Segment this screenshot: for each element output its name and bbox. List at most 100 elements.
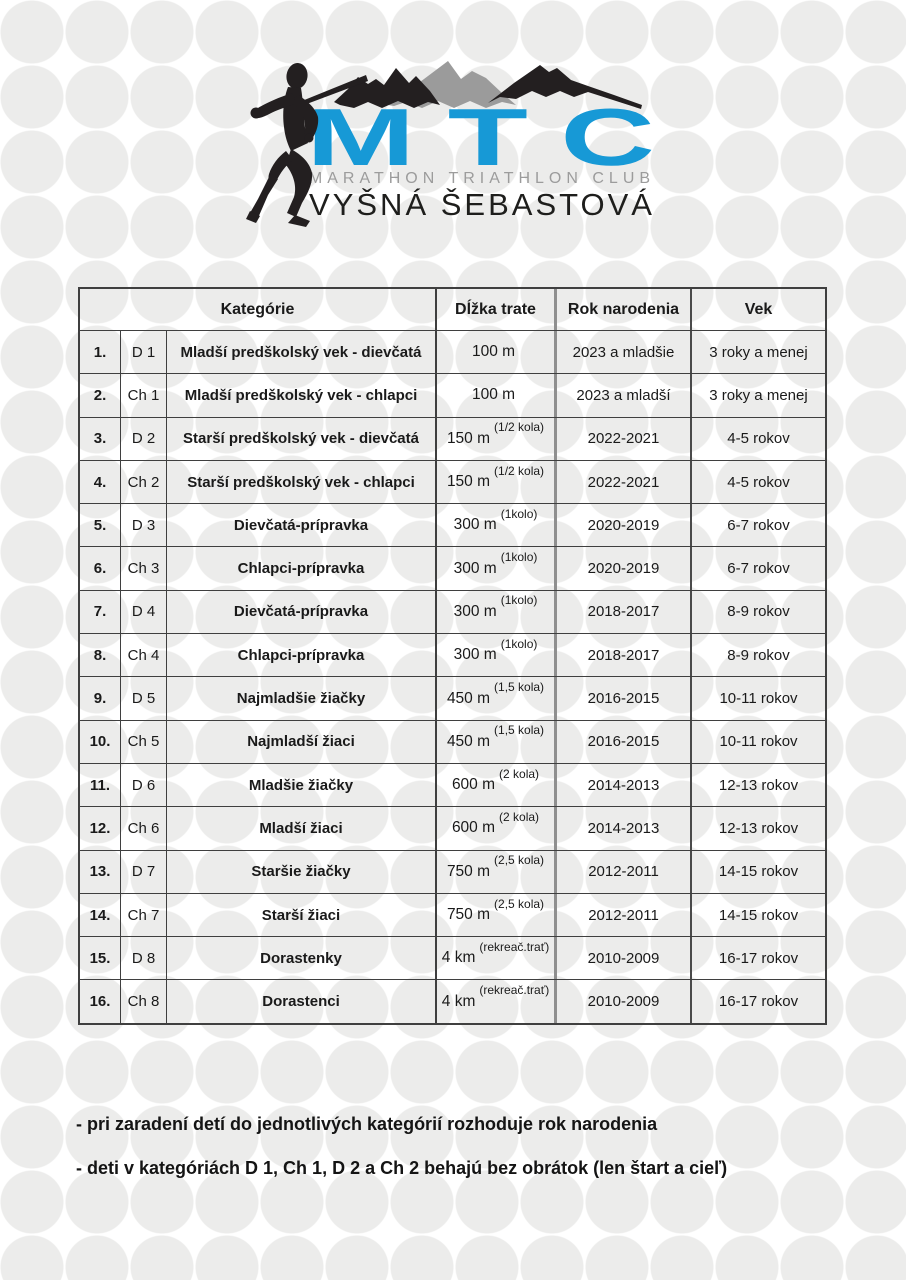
birth-year-cell: 2023 a mladší (554, 374, 690, 417)
distance-note: (2 kola) (499, 809, 540, 824)
distance-note: (1/2 kola) (494, 463, 545, 478)
row-number: 3. (93, 430, 107, 448)
category-name: Najmladšie žiačky (166, 677, 435, 720)
category-code: Ch 5 (120, 720, 166, 763)
footnote-line: - deti v kategóriách D 1, Ch 1, D 2 a Ch… (76, 1158, 728, 1178)
distance-cell: 300 m (1kolo) (435, 634, 554, 677)
birth-year-cell: 2016-2015 (554, 677, 690, 720)
distance-note: (rekreač.trať) (479, 983, 550, 998)
age-cell: 10-11 rokov (690, 677, 825, 720)
distance-cell: 150 m (1/2 kola) (435, 460, 554, 504)
birth-year-cell: 2010-2009 (554, 937, 690, 980)
distance-value: 750 m (446, 862, 491, 880)
table-row: 2. Ch 1 Mladší predškolský vek - chlapci… (80, 373, 825, 417)
distance-note: (2 kola) (499, 766, 540, 781)
distance-value: 100 m (471, 386, 516, 404)
row-number: 12. (89, 819, 111, 837)
age-cell: 14-15 rokov (690, 850, 825, 893)
birth-year-cell: 2022-2021 (554, 460, 690, 504)
row-number: 1. (93, 343, 107, 361)
table-row: 11. D 6 Mladšie žiačky 600 m (2 kola) 20… (80, 762, 825, 807)
category-code: D 8 (120, 937, 166, 980)
birth-year-cell: 2010-2009 (554, 980, 690, 1023)
category-name: Chlapci-prípravka (166, 547, 435, 590)
category-name: Starší predškolský vek - chlapci (166, 460, 435, 504)
distance-cell: 750 m (2,5 kola) (435, 850, 554, 893)
birth-year-cell: 2023 a mladšie (554, 331, 690, 374)
category-code: Ch 2 (120, 460, 166, 504)
row-number: 7. (93, 603, 107, 621)
table-row: 8. Ch 4 Chlapci-prípravka 300 m (1kolo) … (80, 633, 825, 677)
table-row: 15. D 8 Dorastenky 4 km (rekreač.trať) 2… (80, 936, 825, 980)
distance-value: 600 m (451, 819, 496, 837)
category-name: Chlapci-prípravka (166, 634, 435, 677)
row-number: 6. (93, 560, 107, 578)
distance-cell: 150 m (1/2 kola) (435, 417, 554, 460)
table-row: 12. Ch 6 Mladší žiaci 600 m (2 kola) 201… (80, 806, 825, 850)
birth-year-cell: 2012-2011 (554, 850, 690, 893)
distance-note: (1/2 kola) (494, 420, 545, 435)
category-name: Dorastenky (166, 937, 435, 980)
category-name: Mladší predškolský vek - chlapci (166, 374, 435, 417)
distance-value: 300 m (453, 646, 497, 664)
distance-note: (2,5 kola) (494, 853, 545, 868)
category-code: D 3 (120, 504, 166, 547)
age-cell: 16-17 rokov (690, 980, 825, 1023)
birth-year-cell: 2022-2021 (554, 417, 690, 460)
distance-cell: 450 m (1,5 kola) (435, 677, 554, 720)
category-name: Najmladší žiaci (166, 720, 435, 763)
logo-subtitle-town: VYŠNÁ ŠEBASTOVÁ (309, 187, 655, 222)
category-code: D 7 (120, 850, 166, 893)
age-cell: 8-9 rokov (690, 590, 825, 634)
table-row: 4. Ch 2 Starší predškolský vek - chlapci… (80, 459, 825, 504)
row-number: 11. (89, 776, 111, 794)
age-cell: 3 roky a menej (690, 331, 825, 374)
age-cell: 14-15 rokov (690, 893, 825, 937)
distance-cell: 750 m (2,5 kola) (435, 893, 554, 937)
category-code: Ch 1 (120, 374, 166, 417)
age-cell: 16-17 rokov (690, 937, 825, 980)
age-cell: 12-13 rokov (690, 763, 825, 807)
distance-value: 4 km (441, 992, 476, 1010)
birth-year-cell: 2020-2019 (554, 504, 690, 547)
distance-value: 100 m (471, 343, 516, 361)
distance-cell: 4 km (rekreač.trať) (435, 980, 554, 1023)
category-name: Mladšie žiačky (166, 763, 435, 807)
header-distance: Dĺžka trate (435, 289, 554, 330)
distance-cell: 600 m (2 kola) (435, 763, 554, 807)
category-name: Staršie žiačky (166, 850, 435, 893)
distance-cell: 4 km (rekreač.trať) (435, 937, 554, 980)
row-number: 4. (93, 473, 107, 491)
age-cell: 6-7 rokov (690, 547, 825, 590)
distance-value: 450 m (446, 689, 491, 707)
category-name: Starší žiaci (166, 893, 435, 937)
row-number: 9. (93, 690, 107, 708)
categories-table: Kategórie Dĺžka trate Rok narodenia Vek … (78, 287, 827, 1025)
category-code: D 4 (120, 590, 166, 634)
runner-icon (246, 63, 319, 227)
table-row: 6. Ch 3 Chlapci-prípravka 300 m (1kolo) … (80, 546, 825, 590)
category-code: Ch 4 (120, 634, 166, 677)
birth-year-cell: 2018-2017 (554, 590, 690, 634)
category-name: Dievčatá-prípravka (166, 590, 435, 634)
category-code: Ch 6 (120, 807, 166, 850)
distance-note: (rekreač.trať) (479, 939, 550, 954)
logo-mtc-text: MTC (306, 93, 688, 183)
footnote-line: - pri zaradení detí do jednotlivých kate… (76, 1114, 658, 1134)
distance-note: (1,5 kola) (494, 723, 545, 738)
distance-cell: 450 m (1,5 kola) (435, 720, 554, 763)
distance-value: 600 m (451, 776, 496, 794)
distance-value: 150 m (446, 473, 491, 491)
header-birth-year: Rok narodenia (554, 289, 690, 330)
distance-cell: 300 m (1kolo) (435, 504, 554, 547)
row-number: 14. (89, 906, 111, 924)
category-code: D 2 (120, 417, 166, 460)
distance-note: (1kolo) (500, 593, 538, 608)
logo-subtitle-club: MARATHON TRIATHLON CLUB (308, 170, 656, 187)
category-name: Starší predškolský vek - dievčatá (166, 417, 435, 460)
category-code: D 1 (120, 331, 166, 374)
birth-year-cell: 2014-2013 (554, 763, 690, 807)
category-code: D 6 (120, 763, 166, 807)
distance-cell: 600 m (2 kola) (435, 807, 554, 850)
category-name: Dievčatá-prípravka (166, 504, 435, 547)
